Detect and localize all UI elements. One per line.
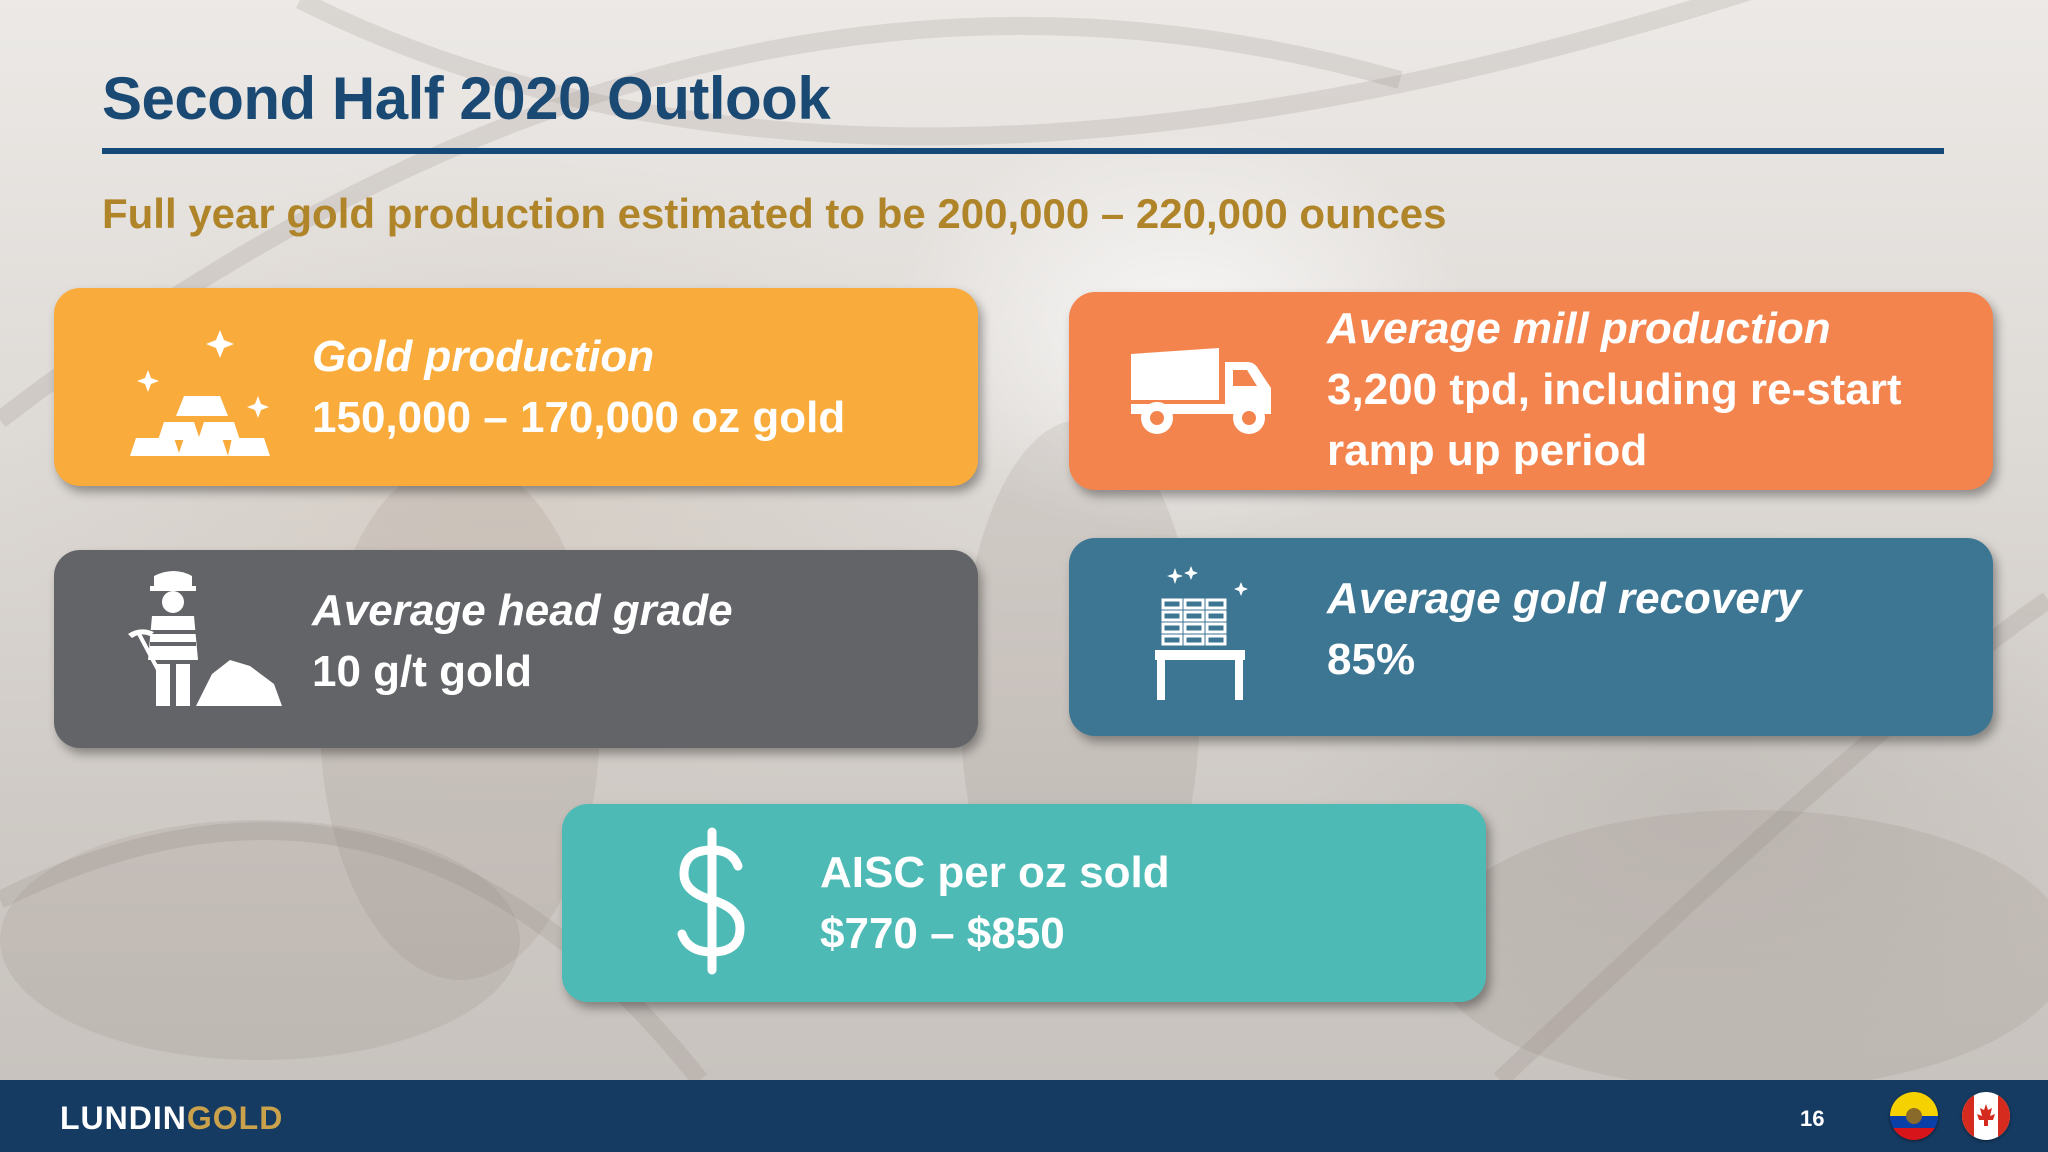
logo-text-lundin: LUNDIN [60, 1100, 187, 1136]
aisc-value: $770 – $850 [820, 909, 1065, 958]
aisc-card: AISC per oz sold $770 – $850 [562, 804, 1486, 1002]
ecuador-flag-icon [1890, 1092, 1938, 1140]
title-divider [102, 148, 1944, 154]
dollar-icon [672, 826, 752, 981]
head-grade-label: Average head grade [312, 586, 733, 635]
mill-production-card: Average mill production 3,200 tpd, inclu… [1069, 292, 1993, 490]
mill-production-label: Average mill production [1327, 304, 1831, 353]
footer-bar [0, 1080, 2048, 1152]
gold-recovery-value: 85% [1327, 635, 1416, 684]
page-subtitle: Full year gold production estimated to b… [102, 190, 1447, 237]
head-grade-card: Average head grade 10 g/t gold [54, 550, 978, 748]
canada-flag-icon [1962, 1092, 2010, 1140]
mill-production-value-line2: ramp up period [1327, 426, 1648, 475]
company-logo: LUNDINGOLD [60, 1100, 283, 1137]
dump-truck-icon [1131, 348, 1275, 443]
gold-recovery-label: Average gold recovery [1327, 574, 1802, 623]
head-grade-value: 10 g/t gold [312, 647, 532, 696]
page-number: 16 [1800, 1106, 1825, 1131]
mill-production-value-line1: 3,200 tpd, including re-start [1327, 365, 1902, 414]
miner-icon [126, 568, 282, 713]
aisc-label: AISC per oz sold [820, 848, 1170, 897]
gold-production-label: Gold production [312, 332, 655, 381]
gold-production-card: Gold production 150,000 – 170,000 oz gol… [54, 288, 978, 486]
stacked-gold-icon [1155, 566, 1255, 711]
page-title: Second Half 2020 Outlook [102, 65, 831, 132]
gold-production-value: 150,000 – 170,000 oz gold [312, 393, 846, 442]
logo-text-gold: GOLD [186, 1100, 284, 1136]
gold-bars-icon [124, 318, 274, 463]
gold-recovery-card: Average gold recovery 85% [1069, 538, 1993, 736]
